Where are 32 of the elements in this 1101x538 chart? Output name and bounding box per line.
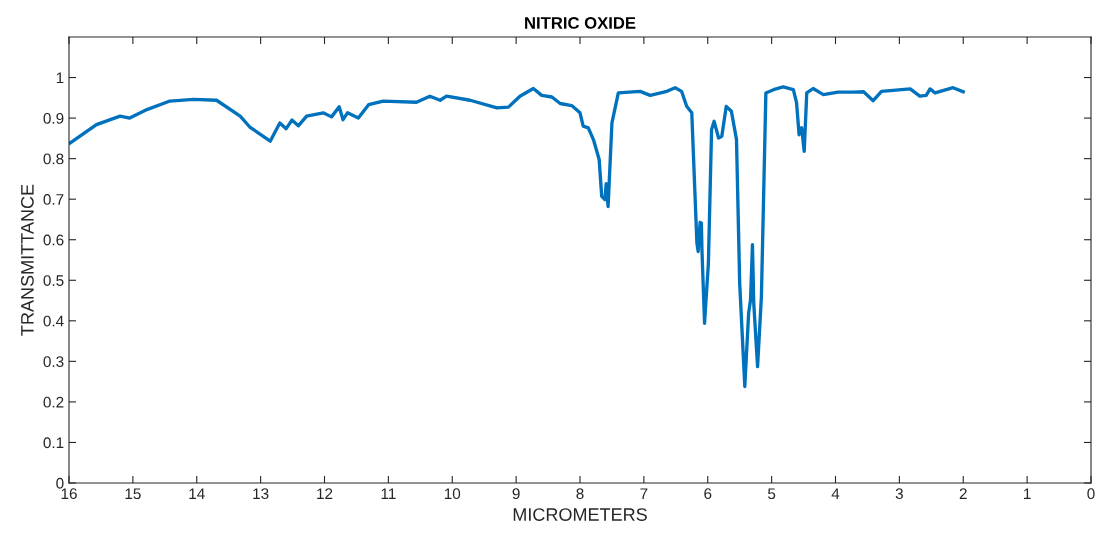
- x-tick-label: 5: [767, 488, 776, 500]
- x-tick-label: 1: [1024, 488, 1031, 499]
- y-tick-label: 0: [56, 477, 64, 489]
- y-axis-title: TRANSMITTANCE: [20, 184, 34, 336]
- x-tick-label: 4: [831, 488, 840, 499]
- x-tick-label: 12: [317, 488, 333, 499]
- y-tick-label: 0.9: [43, 112, 64, 124]
- x-tick-label: 7: [640, 488, 648, 499]
- x-tick-label: 14: [189, 488, 205, 499]
- x-tick-label: 2: [959, 488, 967, 499]
- x-tick-label: 9: [512, 488, 520, 500]
- x-tick-label: 8: [576, 488, 584, 500]
- x-tick-label: 10: [444, 488, 461, 500]
- x-tick-label: 0: [1087, 488, 1095, 500]
- x-tick-label: 11: [381, 488, 396, 499]
- x-tick-label: 13: [253, 488, 269, 500]
- chart-title: NITRIC OXIDE: [525, 17, 636, 29]
- y-tick-label: 0.6: [43, 234, 64, 246]
- x-axis-title: MICROMETERS: [513, 508, 647, 521]
- y-tick-label: 0.1: [43, 437, 64, 449]
- line-series: [69, 85, 965, 389]
- x-tick-label: 15: [125, 488, 141, 500]
- x-tick-label: 3: [895, 488, 903, 500]
- x-tick-label: 6: [704, 488, 712, 500]
- y-tick-label: 0.7: [43, 194, 64, 205]
- y-tick-label: 0.2: [43, 396, 64, 408]
- y-tick-label: 0.5: [43, 275, 64, 286]
- y-tick-label: 1: [56, 72, 64, 84]
- y-tick-label: 0.3: [43, 356, 64, 368]
- y-tick-label: 0.8: [43, 153, 64, 165]
- y-tick-label: 0.4: [43, 315, 64, 327]
- x-tick-label: 16: [61, 488, 77, 500]
